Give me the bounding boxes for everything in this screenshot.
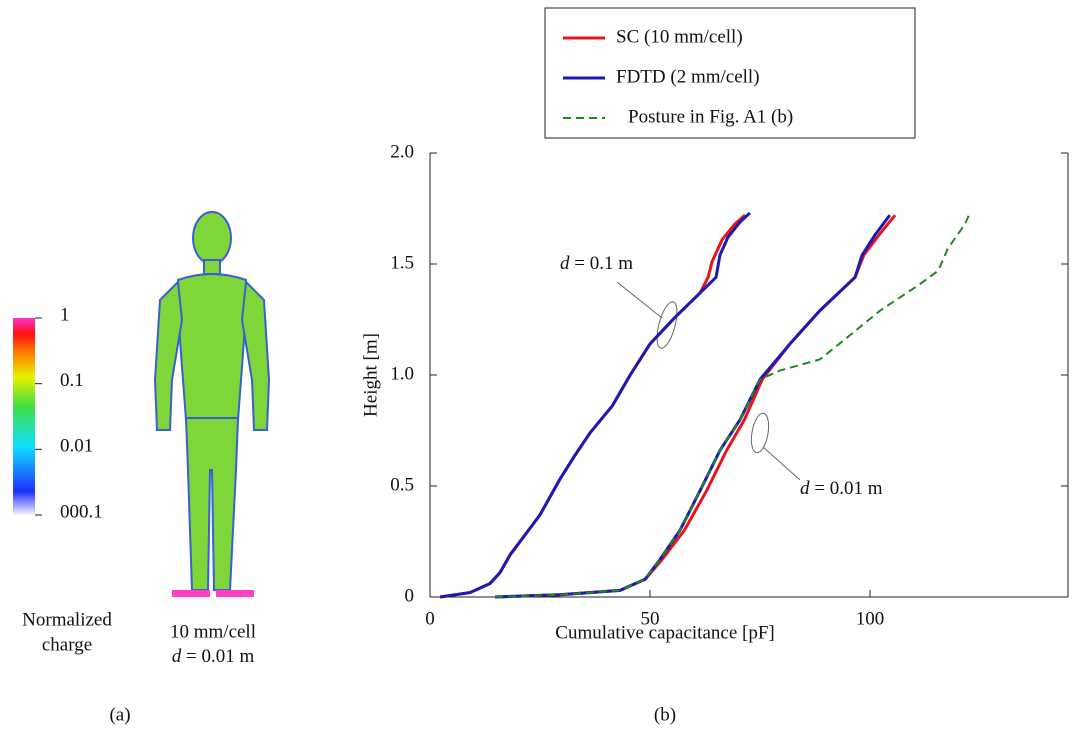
y-axis-label: Height [m] [360, 333, 381, 417]
colorbar-label: 000.1 [60, 501, 103, 522]
series-line [495, 212, 971, 598]
x-tick-label: 50 [641, 608, 660, 629]
legend-label: SC (10 mm/cell) [616, 26, 743, 47]
annotation-text: = 0.01 m [810, 478, 883, 499]
colorbar-label: 0.1 [60, 370, 84, 391]
colorbar [13, 318, 35, 515]
caption-var: d [172, 646, 182, 667]
panel-label: (a) [109, 704, 130, 725]
series-line [495, 214, 897, 599]
annotation-var: d [800, 478, 810, 499]
legend-label: Posture in Fig. A1 (b) [628, 106, 793, 127]
y-tick-label: 1.0 [390, 363, 414, 384]
annotation-text: = 0.1 m [570, 253, 634, 274]
series-line [439, 211, 751, 599]
colorbar-label: 0.01 [60, 436, 93, 457]
colorbar-title: Normalized [22, 609, 112, 630]
y-tick-label: 2.0 [390, 141, 414, 162]
x-axis-label: Cumulative capacitance [pF] [555, 622, 774, 643]
annotation-var: d [560, 253, 570, 274]
series-line [495, 214, 892, 599]
annotation-pointers [616, 281, 801, 481]
y-tick-label: 0 [405, 585, 415, 606]
legend-box [544, 7, 916, 139]
y-tick-label: 0.5 [390, 474, 414, 495]
body-model [153, 211, 271, 597]
caption-text: = 0.01 m [181, 646, 254, 667]
caption: 10 mm/cell [170, 621, 256, 642]
legend-label: FDTD (2 mm/cell) [616, 66, 760, 87]
colorbar-title: charge [42, 634, 92, 655]
annotation: d = 0.01 m [800, 478, 883, 499]
x-tick-label: 0 [425, 608, 435, 629]
panel-label: (b) [654, 704, 676, 725]
colorbar-label: 1 [60, 304, 70, 325]
annotation: d = 0.1 m [560, 253, 633, 274]
caption: d = 0.01 m [172, 646, 255, 667]
x-tick-label: 100 [856, 608, 885, 629]
y-tick-label: 1.5 [390, 252, 414, 273]
